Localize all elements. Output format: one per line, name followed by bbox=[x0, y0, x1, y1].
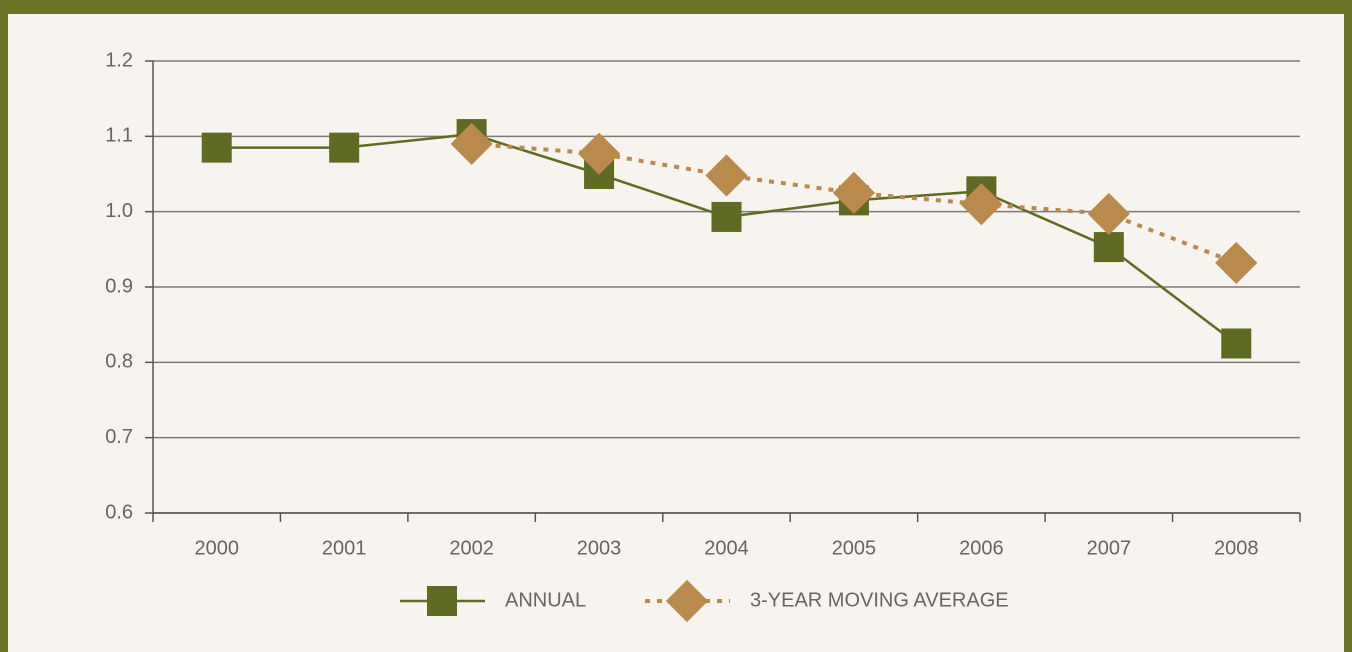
legend-label: 3-YEAR MOVING AVERAGE bbox=[750, 589, 1009, 611]
data-point bbox=[1093, 232, 1124, 263]
data-point bbox=[1087, 192, 1130, 236]
y-tick-label: 0.6 bbox=[105, 501, 133, 523]
background bbox=[8, 14, 1344, 652]
x-tick-label: 2000 bbox=[194, 537, 239, 559]
y-tick-label: 0.9 bbox=[105, 275, 133, 297]
data-point bbox=[1215, 241, 1258, 284]
x-tick-label: 2003 bbox=[577, 537, 622, 559]
data-point bbox=[960, 183, 1003, 226]
y-tick-label: 0.7 bbox=[105, 426, 133, 448]
y-tick-label: 0.8 bbox=[105, 351, 133, 373]
y-tick-label: 1.1 bbox=[105, 125, 133, 147]
data-point bbox=[201, 132, 232, 163]
legend-marker bbox=[665, 579, 709, 623]
x-tick-label: 2004 bbox=[704, 537, 749, 559]
data-point bbox=[832, 171, 876, 214]
y-tick-label: 1.0 bbox=[105, 200, 133, 222]
data-point bbox=[1221, 328, 1252, 359]
y-tick-label: 1.2 bbox=[105, 49, 133, 71]
data-point bbox=[577, 132, 621, 175]
data-point bbox=[711, 201, 742, 232]
data-point bbox=[329, 132, 360, 163]
legend-label: ANNUAL bbox=[505, 589, 586, 611]
x-tick-label: 2007 bbox=[1087, 537, 1132, 559]
x-tick-label: 2008 bbox=[1214, 537, 1259, 559]
x-tick-label: 2001 bbox=[322, 537, 367, 559]
x-tick-label: 2005 bbox=[832, 537, 877, 559]
x-tick-label: 2002 bbox=[449, 537, 494, 559]
legend-marker bbox=[427, 586, 457, 616]
x-tick-label: 2006 bbox=[959, 537, 1004, 559]
data-point bbox=[450, 122, 493, 165]
data-point bbox=[705, 154, 748, 197]
